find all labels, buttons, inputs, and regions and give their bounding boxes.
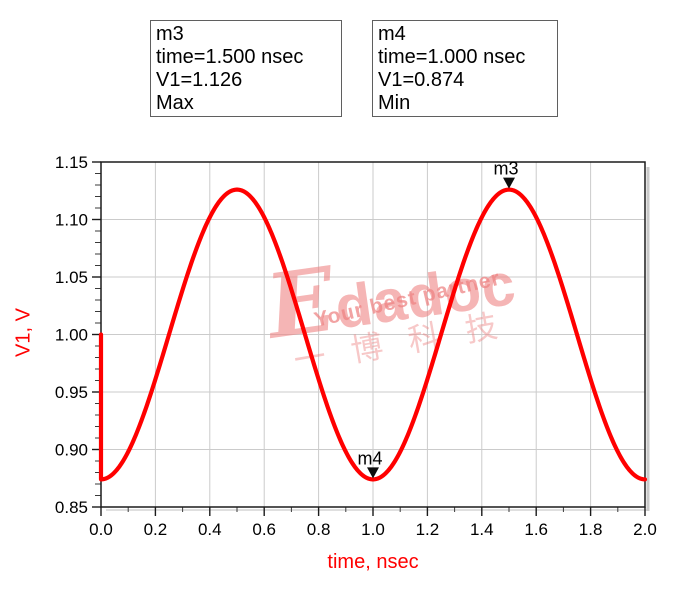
marker-name: m3 (156, 23, 184, 45)
marker-value: V1=0.874 (378, 69, 465, 91)
x-tick-label: 0.4 (198, 520, 222, 539)
y-tick-label: 0.95 (55, 383, 88, 402)
x-tick-label: 1.0 (361, 520, 385, 539)
y-tick-label: 0.90 (55, 441, 88, 460)
marker-name: m4 (378, 23, 406, 45)
marker-label-m4: m4 (357, 448, 382, 468)
y-tick-label: 0.85 (55, 498, 88, 517)
y-tick-label: 1.15 (55, 153, 88, 172)
y-axis-title: V1, V (12, 308, 35, 357)
x-tick-label: 1.4 (470, 520, 494, 539)
marker-value: V1=1.126 (156, 69, 243, 91)
v1-trace[interactable] (98, 187, 648, 482)
x-tick-label: 0.8 (307, 520, 331, 539)
y-tick-label: 1.10 (55, 211, 88, 230)
x-tick-label: 1.8 (579, 520, 603, 539)
x-tick-label: 1.6 (524, 520, 548, 539)
x-tick-label: 1.2 (416, 520, 440, 539)
x-tick-label: 0.6 (252, 520, 276, 539)
x-tick-label: 0.0 (89, 520, 113, 539)
marker-triangle-m4[interactable] (367, 467, 379, 479)
marker-kind: Max (156, 92, 194, 114)
y-tick-label: 1.00 (55, 326, 88, 345)
x-tick-label: 0.2 (144, 520, 168, 539)
marker-time: time=1.000 nsec (378, 46, 526, 68)
marker-triangle-m3[interactable] (503, 177, 515, 189)
y-tick-label: 1.05 (55, 268, 88, 287)
marker-label-m3: m3 (493, 159, 518, 179)
x-axis-title: time, nsec (327, 551, 419, 573)
marker-info-box-m4[interactable]: m4 time=1.000 nsec V1=0.874 Min (372, 20, 558, 117)
x-tick-label: 2.0 (633, 520, 657, 539)
marker-kind: Min (378, 92, 411, 114)
marker-time: time=1.500 nsec (156, 46, 304, 68)
marker-info-box-m3[interactable]: m3 time=1.500 nsec V1=1.126 Max (150, 20, 342, 117)
